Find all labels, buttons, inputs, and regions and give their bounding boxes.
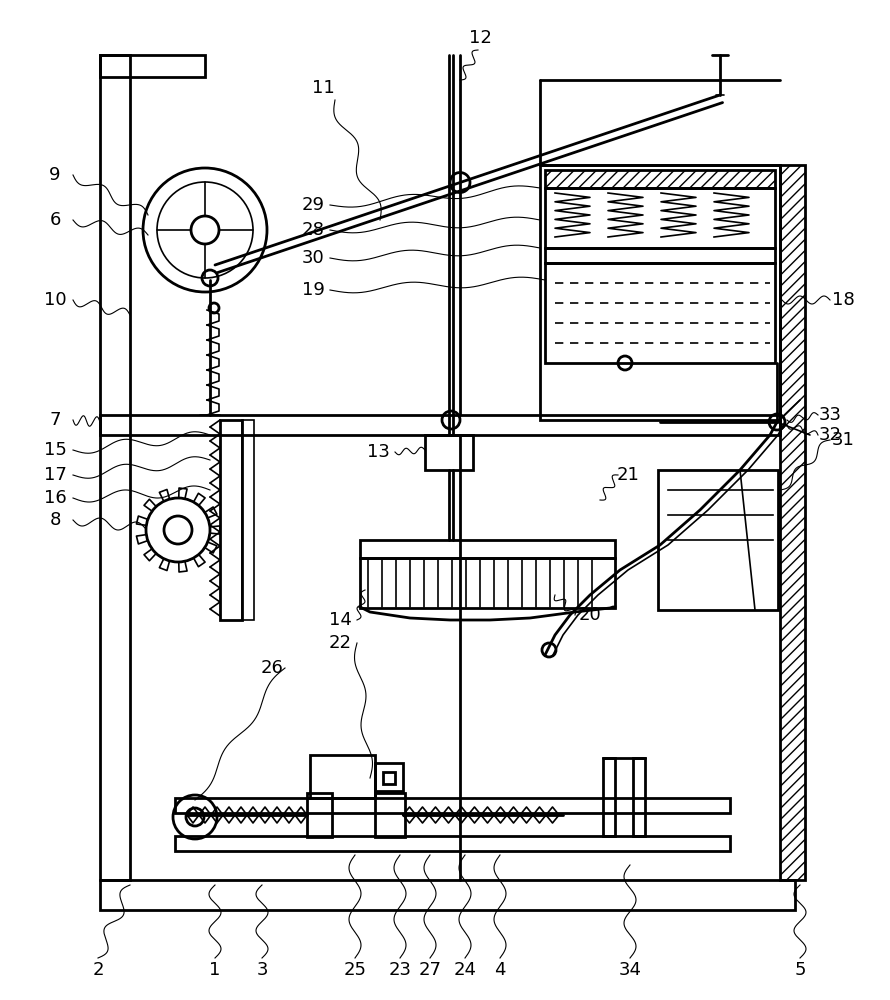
Text: 18: 18 [831, 291, 854, 309]
Text: 25: 25 [344, 961, 367, 979]
Text: 11: 11 [312, 79, 335, 97]
Bar [545, 188, 775, 248]
Text: 33: 33 [819, 406, 842, 424]
Bar [175, 836, 730, 851]
Text: 12: 12 [468, 29, 491, 47]
Bar [360, 558, 615, 608]
Bar [175, 798, 730, 813]
Bar [383, 772, 395, 784]
Text: 2: 2 [93, 961, 104, 979]
Text: 22: 22 [328, 634, 352, 652]
Text: 27: 27 [418, 961, 441, 979]
Text: 20: 20 [578, 606, 602, 624]
Bar [425, 435, 473, 470]
Text: 16: 16 [44, 489, 67, 507]
Bar [633, 758, 645, 836]
Bar [780, 165, 805, 880]
Text: 1: 1 [209, 961, 221, 979]
Text: 31: 31 [831, 431, 854, 449]
Text: 28: 28 [302, 221, 325, 239]
Text: 14: 14 [328, 611, 352, 629]
Bar [100, 415, 780, 435]
Text: 7: 7 [49, 411, 61, 429]
Text: 3: 3 [256, 961, 268, 979]
Text: 10: 10 [44, 291, 67, 309]
Bar [100, 880, 795, 910]
Bar [100, 55, 130, 880]
Bar [545, 248, 775, 263]
Bar [375, 793, 405, 837]
Text: 13: 13 [367, 443, 390, 461]
Text: 34: 34 [619, 961, 642, 979]
Bar [540, 165, 780, 420]
Text: 24: 24 [454, 961, 476, 979]
Text: 17: 17 [44, 466, 67, 484]
Text: 23: 23 [389, 961, 411, 979]
Text: 5: 5 [794, 961, 805, 979]
Text: 32: 32 [819, 426, 842, 444]
Bar [603, 758, 615, 836]
Bar [658, 470, 778, 610]
Text: 21: 21 [617, 466, 639, 484]
Text: 26: 26 [261, 659, 283, 677]
Bar [545, 170, 775, 188]
Bar [545, 263, 775, 363]
Text: 8: 8 [49, 511, 61, 529]
Bar [375, 763, 403, 791]
Bar [310, 755, 375, 798]
Text: 4: 4 [494, 961, 506, 979]
Text: 15: 15 [44, 441, 67, 459]
Bar [242, 420, 254, 620]
Text: 9: 9 [49, 166, 61, 184]
Text: 6: 6 [49, 211, 61, 229]
Text: 19: 19 [302, 281, 325, 299]
Bar [220, 420, 242, 620]
Bar [100, 55, 205, 77]
Text: 30: 30 [302, 249, 324, 267]
Bar [360, 540, 615, 558]
Text: 29: 29 [302, 196, 325, 214]
Bar [307, 793, 332, 837]
